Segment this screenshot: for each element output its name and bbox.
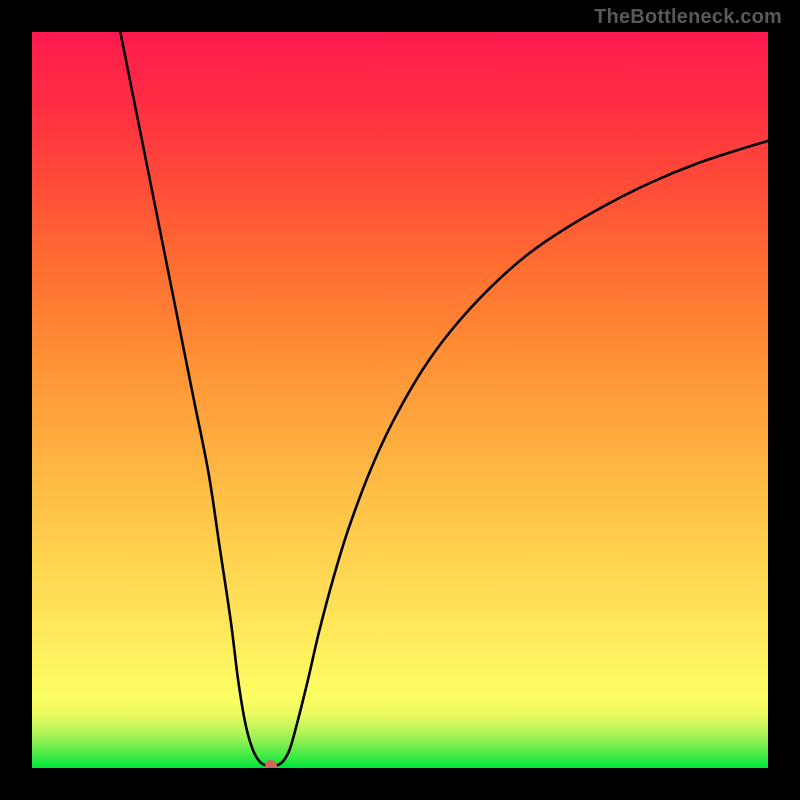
curve-path <box>120 32 768 766</box>
plot-area <box>32 32 768 768</box>
watermark-text: TheBottleneck.com <box>594 6 782 29</box>
minimum-marker <box>265 760 277 768</box>
bottleneck-curve <box>32 32 768 768</box>
